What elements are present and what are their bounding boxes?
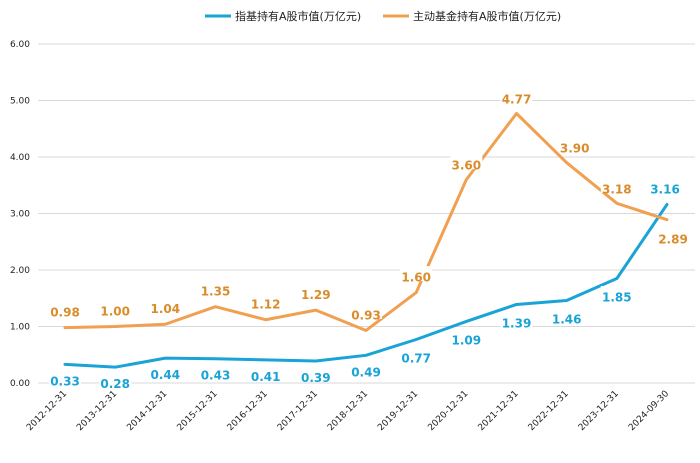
- data-label: 1.60: [401, 271, 431, 285]
- data-label: 3.60: [452, 159, 482, 173]
- data-label-bg: [500, 87, 533, 103]
- data-label-bg: [149, 363, 182, 379]
- data-label-bg: [49, 369, 81, 385]
- data-label-bg: [199, 364, 232, 380]
- y-tick-label: 5.00: [10, 97, 30, 107]
- data-label: 1.85: [602, 290, 632, 304]
- data-label-bg: [299, 283, 332, 299]
- data-label-bg: [649, 177, 681, 193]
- data-label-bg: [350, 360, 382, 376]
- data-label: 0.39: [301, 371, 331, 385]
- data-label: 1.00: [100, 305, 130, 319]
- x-tick-label: 2024-09-30: [627, 389, 671, 433]
- x-tick-label: 2019-12-31: [376, 389, 420, 433]
- y-tick-label: 0.00: [10, 379, 30, 389]
- x-tick-label: 2016-12-31: [226, 389, 270, 433]
- legend: 指基持有A股市值(万亿元) 主动基金持有A股市值(万亿元): [205, 9, 561, 23]
- x-tick-label: 2015-12-31: [176, 389, 220, 433]
- y-tick-label: 3.00: [10, 210, 30, 220]
- data-label-bg: [249, 365, 282, 381]
- data-label-bg: [600, 285, 633, 301]
- y-tick-label: 6.00: [10, 40, 30, 50]
- y-axis-ticks: 0.00 1.00 2.00 3.00 4.00 5.00 6.00: [10, 40, 30, 389]
- data-label-bg: [299, 366, 332, 382]
- data-label: 0.93: [351, 308, 381, 322]
- y-tick-label: 1.00: [10, 323, 30, 333]
- data-label: 3.18: [602, 182, 632, 196]
- x-tick-label: 2021-12-31: [477, 389, 521, 433]
- data-label-bg: [400, 266, 433, 282]
- data-label-bg: [450, 154, 483, 170]
- data-label: 2.89: [658, 233, 688, 247]
- x-tick-label: 2020-12-31: [426, 389, 470, 433]
- data-label: 0.43: [201, 369, 231, 383]
- data-label: 0.49: [351, 365, 381, 379]
- data-label-bg: [657, 228, 689, 244]
- data-label-bg: [199, 280, 232, 296]
- data-label-bg: [99, 372, 132, 388]
- data-label: 0.44: [151, 368, 181, 382]
- data-label: 0.98: [50, 306, 80, 320]
- data-label: 1.04: [151, 302, 181, 316]
- data-label-bg: [558, 137, 591, 153]
- legend-entry: 主动基金持有A股市值(万亿元): [413, 9, 561, 23]
- y-tick-label: 2.00: [10, 266, 30, 276]
- x-tick-label: 2018-12-31: [326, 389, 370, 433]
- y-tick-label: 4.00: [10, 153, 30, 163]
- x-tick-label: 2022-12-31: [527, 389, 571, 433]
- data-label-bg: [99, 300, 132, 315]
- data-label: 1.29: [301, 288, 331, 302]
- data-label-bg: [49, 301, 81, 317]
- data-label: 1.09: [452, 333, 482, 347]
- data-label-bg: [600, 177, 633, 193]
- data-label-bg: [400, 346, 433, 362]
- data-label: 3.16: [650, 182, 680, 196]
- data-label-bg: [550, 308, 583, 324]
- series-line: [63, 111, 669, 332]
- x-tick-label: 2014-12-31: [125, 389, 169, 433]
- legend-entry: 指基持有A股市值(万亿元): [235, 9, 361, 23]
- data-label-bg: [350, 303, 382, 319]
- data-label: 1.12: [251, 298, 281, 312]
- data-label: 0.41: [251, 370, 281, 384]
- x-tick-label: 2023-12-31: [577, 389, 621, 433]
- data-labels: 0.33 0.28 0.44 0.43 0.41 0.39 0.49 0.77 1.09 1.39…: [49, 87, 689, 391]
- data-label-bg: [249, 293, 282, 309]
- data-label: 1.35: [201, 285, 231, 299]
- data-label: 3.90: [560, 142, 590, 156]
- data-label-bg: [500, 311, 533, 327]
- data-label: 0.33: [50, 374, 80, 388]
- data-label: 1.46: [552, 313, 582, 327]
- data-label: 4.77: [502, 92, 532, 106]
- x-tick-label: 2012-12-31: [25, 389, 69, 433]
- x-tick-label: 2013-12-31: [75, 389, 119, 433]
- x-tick-label: 2017-12-31: [276, 389, 320, 433]
- data-label: 0.77: [401, 351, 431, 365]
- data-label: 0.28: [100, 377, 130, 391]
- series-line: [63, 202, 669, 369]
- data-label-bg: [450, 328, 483, 344]
- data-label: 1.39: [502, 316, 532, 330]
- series-lines: [63, 111, 669, 369]
- gridlines: [38, 43, 695, 384]
- x-axis-ticks: 2012-12-31 2013-12-31 2014-12-31 2015-12-31…: [25, 389, 671, 433]
- data-label-bg: [149, 297, 182, 313]
